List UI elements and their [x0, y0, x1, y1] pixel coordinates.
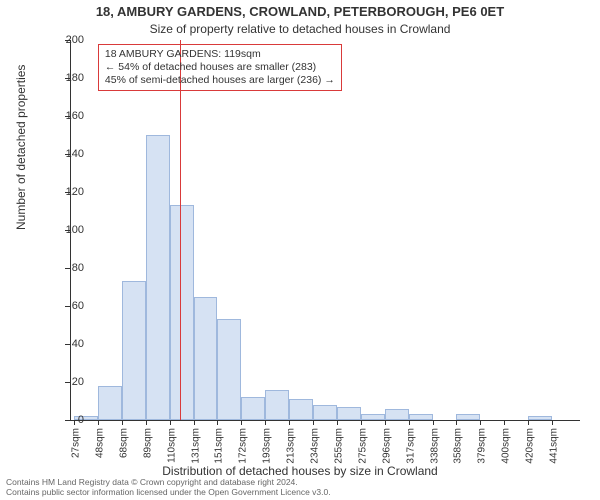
y-axis-label: Number of detached properties [14, 65, 28, 230]
footer-attribution: Contains HM Land Registry data © Crown c… [6, 478, 596, 498]
x-tick [265, 420, 266, 425]
x-tick [122, 420, 123, 425]
histogram-bar [289, 399, 313, 420]
histogram-bar [361, 414, 385, 420]
annotation-box: 18 AMBURY GARDENS: 119sqm← 54% of detach… [98, 44, 342, 91]
chart-container: 18, AMBURY GARDENS, CROWLAND, PETERBOROU… [0, 0, 600, 500]
y-tick-label: 20 [44, 376, 84, 388]
x-tick-label: 441sqm [549, 428, 560, 464]
x-tick [289, 420, 290, 425]
x-tick [217, 420, 218, 425]
y-tick-label: 120 [44, 186, 84, 198]
x-tick [194, 420, 195, 425]
histogram-bar [98, 386, 122, 420]
x-tick-label: 317sqm [405, 428, 416, 464]
x-tick [98, 420, 99, 425]
histogram-bar [146, 135, 170, 420]
annotation-line: 18 AMBURY GARDENS: 119sqm [105, 48, 335, 61]
x-tick-label: 213sqm [286, 428, 297, 464]
histogram-bar [385, 409, 409, 420]
x-tick-label: 172sqm [238, 428, 249, 464]
y-tick-label: 100 [44, 224, 84, 236]
x-tick-label: 400sqm [501, 428, 512, 464]
y-tick-label: 0 [44, 414, 84, 426]
y-tick-label: 160 [44, 110, 84, 122]
x-tick-label: 151sqm [214, 428, 225, 464]
x-axis-label: Distribution of detached houses by size … [0, 464, 600, 478]
x-tick-label: 193sqm [262, 428, 273, 464]
chart-title: 18, AMBURY GARDENS, CROWLAND, PETERBOROU… [0, 4, 600, 19]
x-tick [480, 420, 481, 425]
y-tick-label: 140 [44, 148, 84, 160]
x-tick-label: 275sqm [357, 428, 368, 464]
histogram-bar [337, 407, 361, 420]
x-tick-label: 110sqm [166, 428, 177, 463]
x-tick-label: 48sqm [94, 428, 105, 458]
chart-subtitle: Size of property relative to detached ho… [0, 22, 600, 36]
y-tick-label: 80 [44, 262, 84, 274]
x-tick-label: 338sqm [429, 428, 440, 464]
x-tick [337, 420, 338, 425]
reference-line [180, 40, 181, 420]
x-tick-label: 89sqm [142, 428, 153, 458]
y-tick-label: 60 [44, 300, 84, 312]
histogram-bar [313, 405, 337, 420]
annotation-line: 45% of semi-detached houses are larger (… [105, 74, 335, 87]
x-tick [313, 420, 314, 425]
footer-line: Contains public sector information licen… [6, 488, 596, 498]
x-tick-label: 234sqm [310, 428, 321, 464]
x-tick-label: 379sqm [477, 428, 488, 464]
histogram-bar [409, 414, 433, 420]
x-tick [409, 420, 410, 425]
histogram-bar [170, 205, 194, 420]
x-tick [433, 420, 434, 425]
histogram-bar [456, 414, 480, 420]
x-tick [552, 420, 553, 425]
x-tick-label: 296sqm [381, 428, 392, 464]
histogram-bar [265, 390, 289, 420]
x-tick-label: 358sqm [453, 428, 464, 464]
x-tick [528, 420, 529, 425]
x-tick-label: 27sqm [71, 428, 82, 458]
x-tick [146, 420, 147, 425]
plot-inner: 27sqm48sqm68sqm89sqm110sqm131sqm151sqm17… [70, 40, 580, 420]
histogram-bar [194, 297, 218, 421]
x-tick [170, 420, 171, 425]
histogram-bar [241, 397, 265, 420]
x-tick-label: 255sqm [333, 428, 344, 464]
x-tick-label: 131sqm [190, 428, 201, 464]
y-tick-label: 40 [44, 338, 84, 350]
histogram-bar [528, 416, 552, 420]
x-tick-label: 68sqm [118, 428, 129, 458]
plot-area: 27sqm48sqm68sqm89sqm110sqm131sqm151sqm17… [70, 40, 580, 420]
x-tick [504, 420, 505, 425]
x-tick [456, 420, 457, 425]
histogram-bar [122, 281, 146, 420]
x-tick [361, 420, 362, 425]
histogram-bar [217, 319, 241, 420]
y-tick-label: 180 [44, 72, 84, 84]
x-tick [241, 420, 242, 425]
y-tick-label: 200 [44, 34, 84, 46]
x-tick-label: 420sqm [525, 428, 536, 464]
x-tick [385, 420, 386, 425]
annotation-line: ← 54% of detached houses are smaller (28… [105, 61, 335, 74]
